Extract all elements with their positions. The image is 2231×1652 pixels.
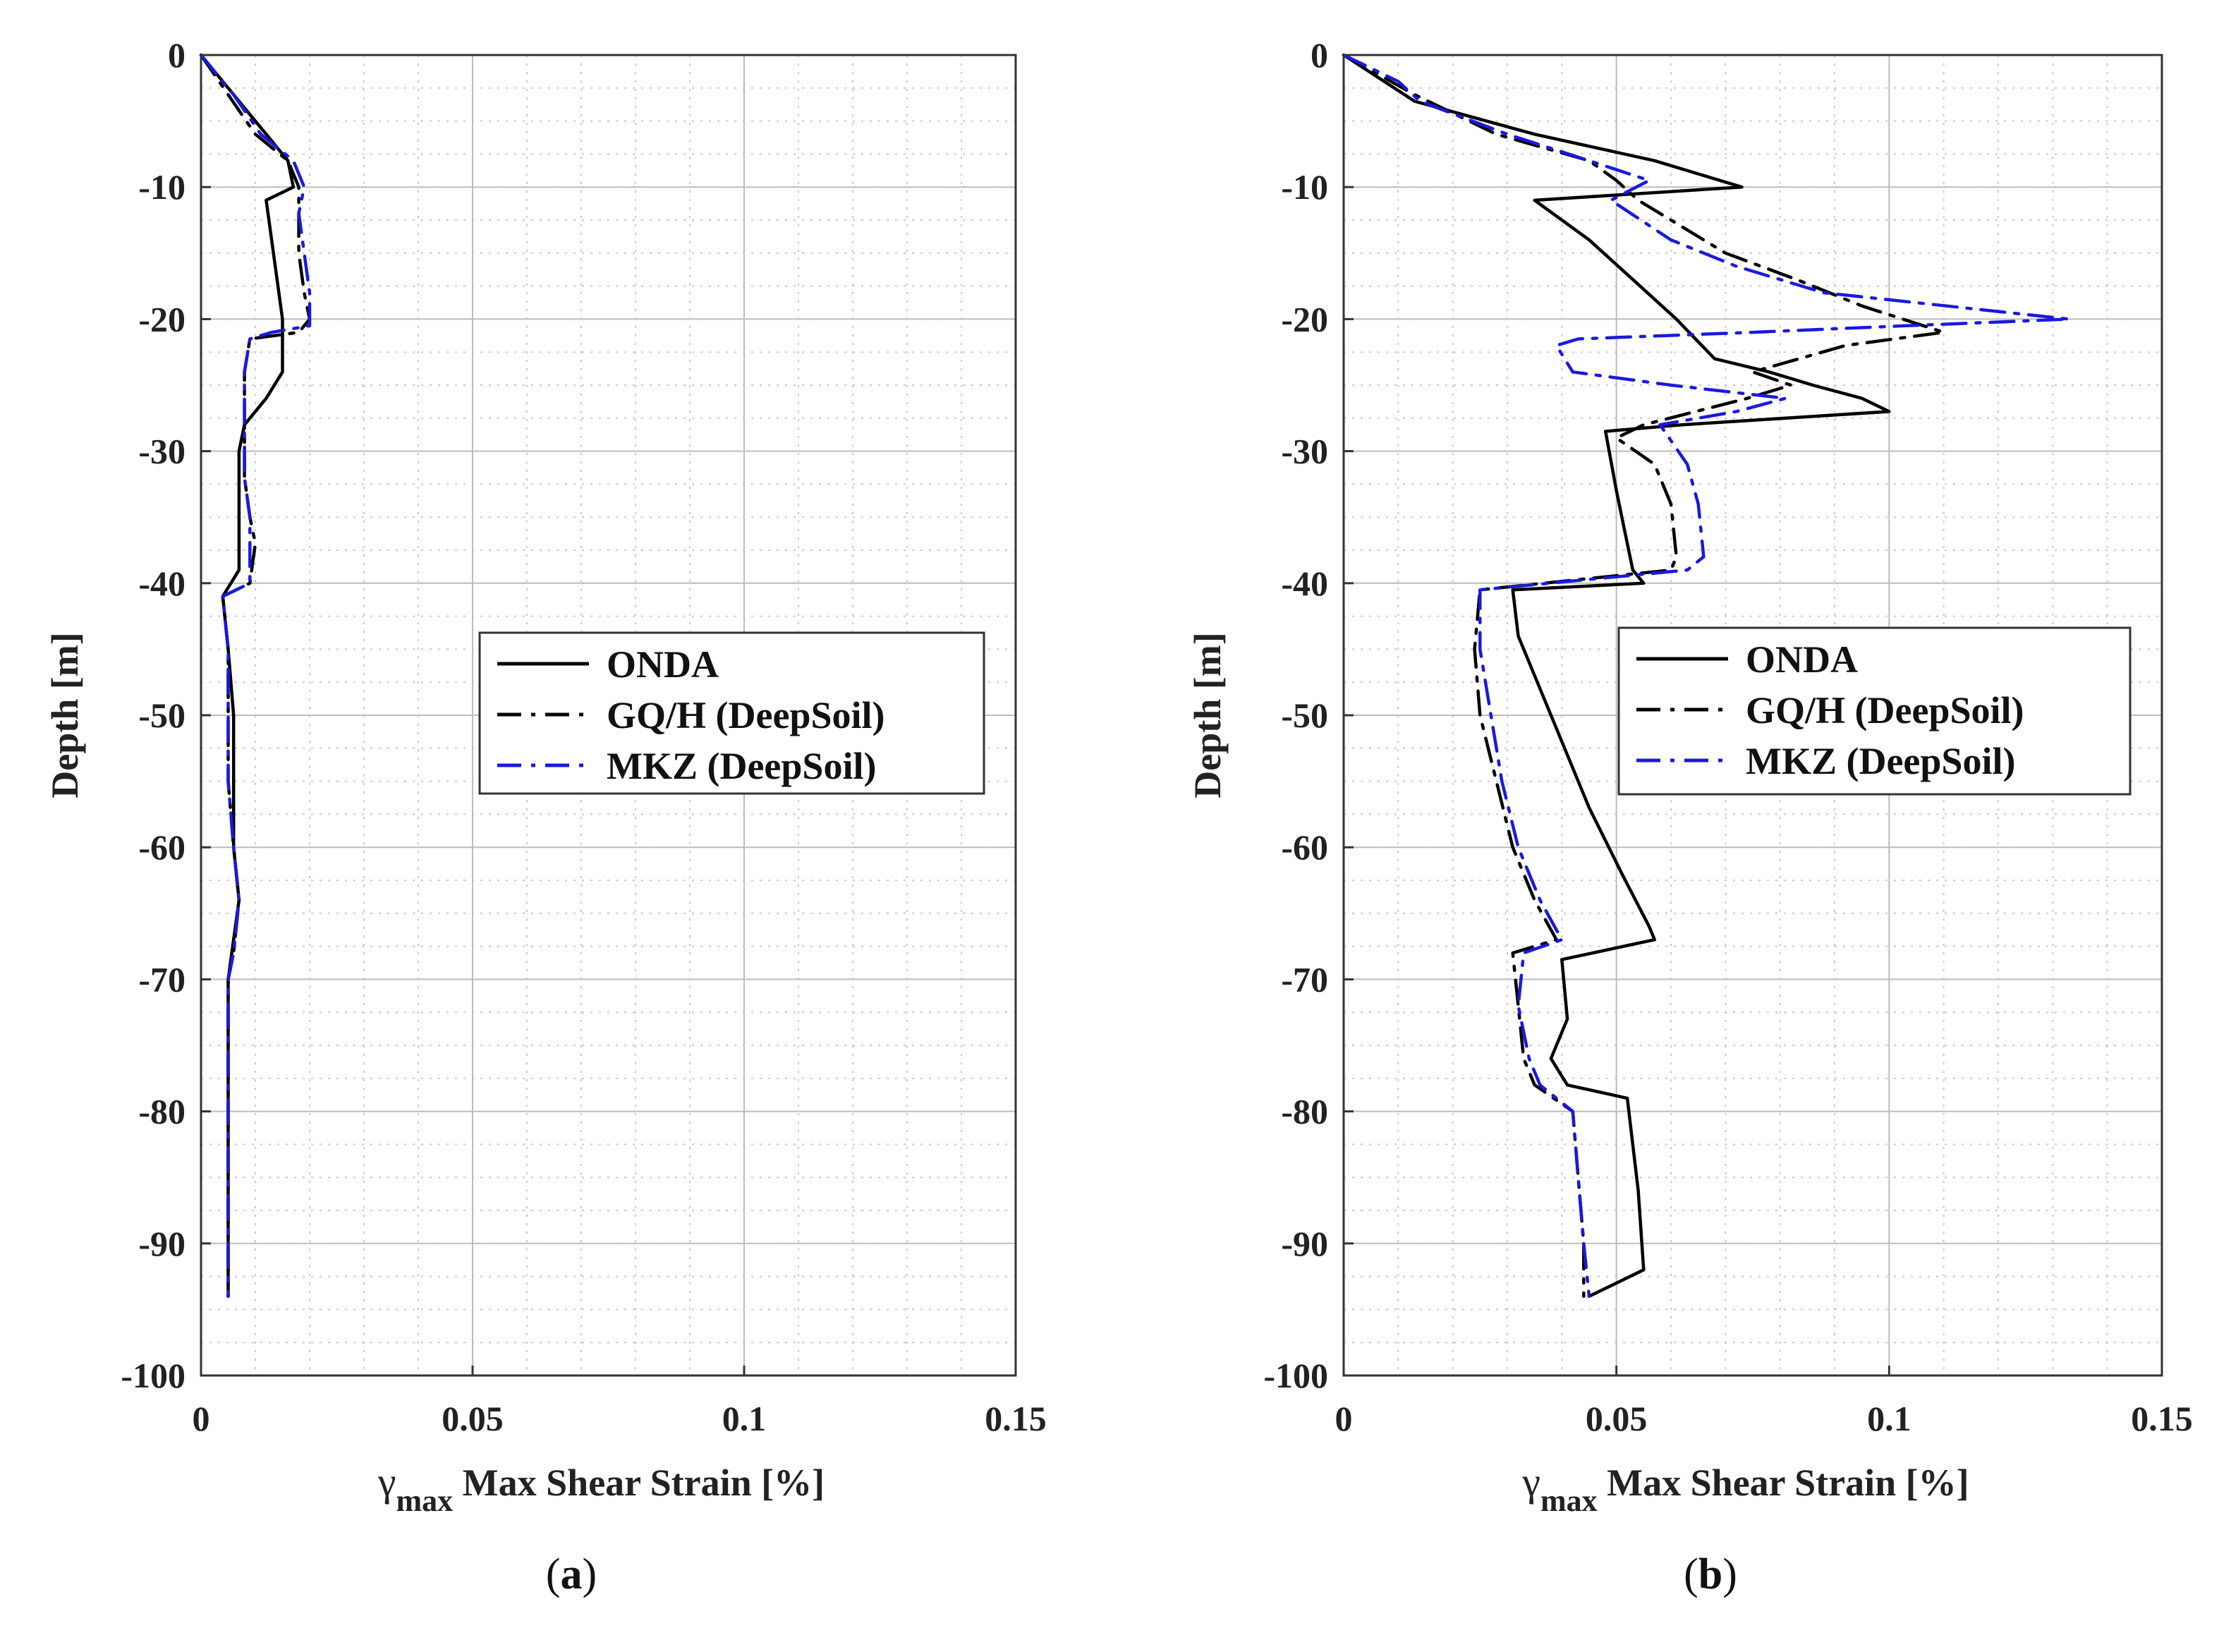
legend-entry-label: GQ/H (DeepSoil) bbox=[607, 694, 885, 736]
y-tick-label: -10 bbox=[138, 167, 186, 207]
series-line-gqh bbox=[1342, 53, 1945, 1298]
y-tick-label: -20 bbox=[1281, 299, 1328, 339]
y-tick-label: -50 bbox=[1281, 696, 1328, 735]
x-axis-label-text: Max Shear Strain [%] bbox=[1598, 1462, 1969, 1504]
x-tick-label: 0 bbox=[193, 1399, 210, 1438]
series-line-mkz bbox=[1342, 53, 2071, 1298]
y-tick-label: -80 bbox=[1281, 1092, 1328, 1131]
y-tick-label: 0 bbox=[1311, 35, 1328, 75]
chart-panel-b: 0 0.05 0.1 0.15 0 -10 -20 -30 -40 -50 -60 -70 -80 -90… bbox=[1186, 35, 2193, 1598]
y-tick-label: -100 bbox=[121, 1356, 186, 1395]
panel-letter: a bbox=[561, 1550, 583, 1598]
panel-paren-open: ( bbox=[546, 1550, 561, 1598]
y-tick-label: -50 bbox=[138, 696, 186, 735]
series-line-mkz bbox=[199, 53, 312, 1298]
legend: ONDA GQ/H (DeepSoil) MKZ (DeepSoil) bbox=[478, 631, 985, 795]
y-tick-label: -40 bbox=[138, 564, 186, 603]
panel-paren-open: ( bbox=[1684, 1550, 1698, 1598]
y-tick-label: -40 bbox=[1281, 564, 1328, 603]
legend-entry-label: MKZ (DeepSoil) bbox=[1746, 740, 2015, 782]
y-tick-label: -70 bbox=[1281, 959, 1328, 999]
x-tick-label: 0.15 bbox=[985, 1399, 1047, 1438]
y-tick-label: -20 bbox=[138, 299, 186, 339]
panel-paren-close: ) bbox=[583, 1550, 597, 1598]
y-tick-label: -100 bbox=[1263, 1356, 1328, 1395]
series-line-onda bbox=[1342, 53, 1891, 1298]
y-tick-label: -90 bbox=[1281, 1224, 1328, 1263]
y-tick-label: -80 bbox=[138, 1092, 186, 1131]
legend-entry-label: ONDA bbox=[607, 643, 719, 686]
y-tick-label: -90 bbox=[138, 1224, 186, 1263]
y-tick-label: -60 bbox=[138, 827, 186, 867]
x-tick-label: 0.05 bbox=[442, 1399, 504, 1438]
x-tick-label: 0.15 bbox=[2131, 1399, 2193, 1438]
x-tick-label: 0.05 bbox=[1586, 1399, 1648, 1438]
y-tick-label: -30 bbox=[138, 432, 186, 471]
chart-panel-a: 0 0.05 0.1 0.15 0 -10 -20 -30 -40 -50 -60 -70 -80 -90… bbox=[44, 35, 1047, 1598]
y-tick-label: 0 bbox=[168, 35, 186, 75]
series-line-onda bbox=[199, 53, 296, 1298]
legend-entry-label: MKZ (DeepSoil) bbox=[607, 745, 876, 787]
x-axis-label: γmax Max Shear Strain [%] bbox=[377, 1459, 825, 1518]
legend-entry-label: GQ/H (DeepSoil) bbox=[1746, 689, 2024, 731]
panel-label: (b) bbox=[1684, 1550, 1737, 1598]
x-tick-label: 0 bbox=[1335, 1399, 1353, 1438]
y-tick-label: -70 bbox=[138, 959, 186, 999]
gamma-symbol: γ bbox=[377, 1459, 396, 1505]
legend-entry-label: ONDA bbox=[1746, 638, 1858, 681]
y-tick-label: -10 bbox=[1281, 167, 1328, 207]
panel-label: (a) bbox=[546, 1550, 597, 1598]
panel-paren-close: ) bbox=[1722, 1550, 1737, 1598]
x-tick-label: 0.1 bbox=[722, 1399, 767, 1438]
gamma-subscript: max bbox=[396, 1483, 454, 1518]
x-axis-label-text: Max Shear Strain [%] bbox=[453, 1462, 825, 1504]
x-axis-label: γmax Max Shear Strain [%] bbox=[1521, 1459, 1969, 1518]
legend: ONDA GQ/H (DeepSoil) MKZ (DeepSoil) bbox=[1617, 626, 2132, 796]
x-tick-label: 0.1 bbox=[1867, 1399, 1911, 1438]
y-tick-label: -30 bbox=[1281, 432, 1328, 471]
gamma-symbol: γ bbox=[1521, 1459, 1540, 1505]
y-axis-label: Depth [m] bbox=[1186, 632, 1229, 798]
gamma-subscript: max bbox=[1540, 1483, 1598, 1518]
panel-letter: b bbox=[1698, 1550, 1722, 1598]
y-axis-label: Depth [m] bbox=[44, 632, 86, 798]
y-tick-label: -60 bbox=[1281, 827, 1328, 867]
